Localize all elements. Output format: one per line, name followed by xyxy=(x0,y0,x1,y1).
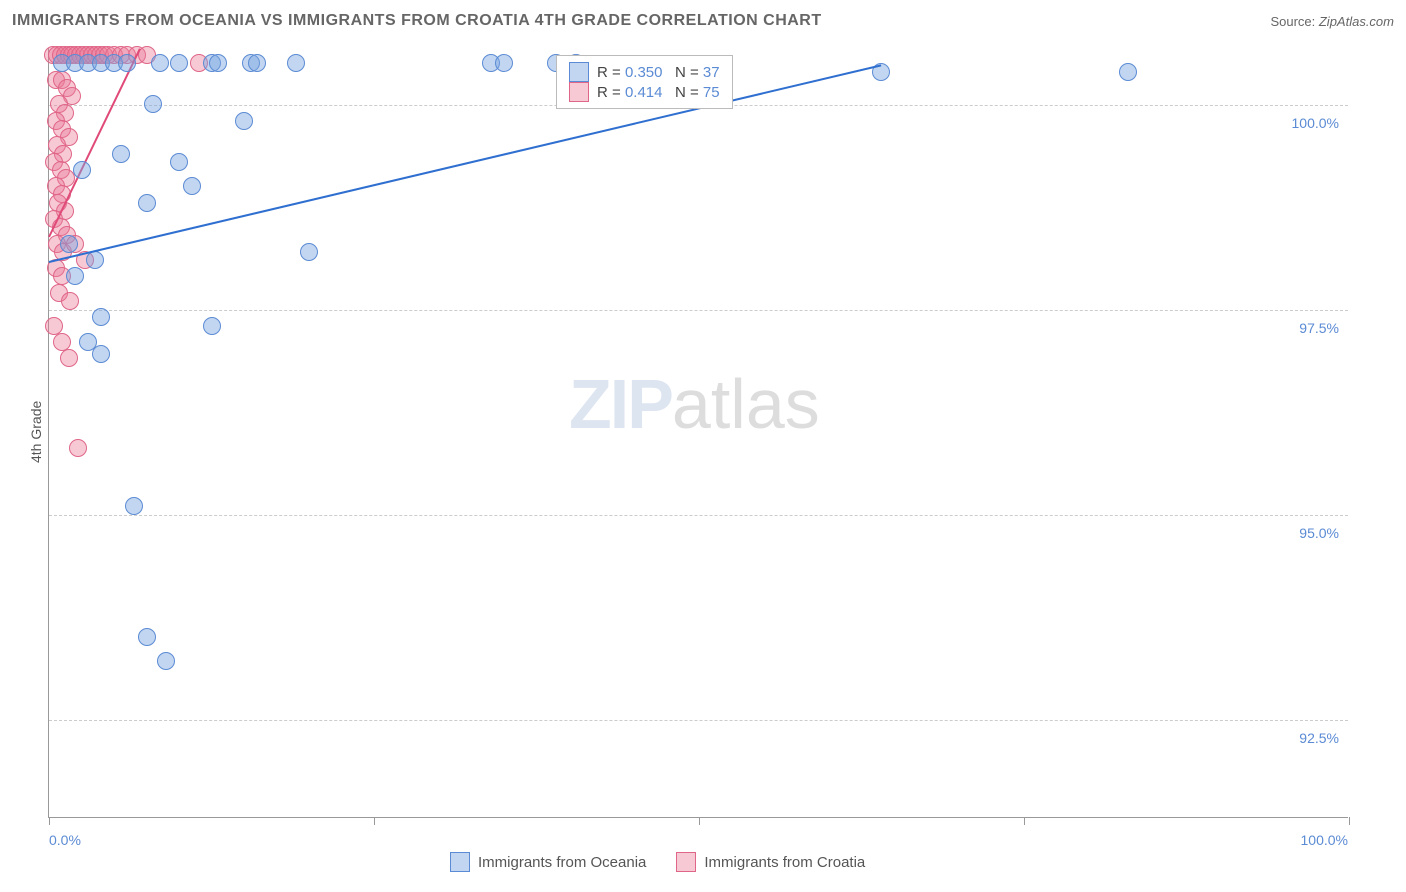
legend-swatch xyxy=(569,62,589,82)
x-tick xyxy=(374,817,375,825)
header-bar: IMMIGRANTS FROM OCEANIA VS IMMIGRANTS FR… xyxy=(12,12,1394,30)
legend-swatch xyxy=(569,82,589,102)
legend-item-croatia: Immigrants from Croatia xyxy=(676,852,865,872)
x-tick xyxy=(49,817,50,825)
source-attribution: Source: ZipAtlas.com xyxy=(1270,14,1394,29)
data-point-oceania xyxy=(1119,63,1137,81)
data-point-croatia xyxy=(69,439,87,457)
bottom-legend: Immigrants from Oceania Immigrants from … xyxy=(450,852,865,872)
x-tick xyxy=(1349,817,1350,825)
legend-row-croatia: R = 0.414 N = 75 xyxy=(569,82,720,102)
x-tick xyxy=(699,817,700,825)
data-point-oceania xyxy=(248,54,266,72)
data-point-oceania xyxy=(92,345,110,363)
y-tick-label: 100.0% xyxy=(1269,115,1339,131)
data-point-oceania xyxy=(151,54,169,72)
legend-stats: R = 0.414 N = 75 xyxy=(597,84,720,101)
data-point-oceania xyxy=(203,317,221,335)
source-link[interactable]: ZipAtlas.com xyxy=(1319,14,1394,29)
chart-title: IMMIGRANTS FROM OCEANIA VS IMMIGRANTS FR… xyxy=(12,12,822,30)
data-point-oceania xyxy=(170,153,188,171)
data-point-oceania xyxy=(287,54,305,72)
watermark: ZIPatlas xyxy=(569,364,820,444)
legend-stats: R = 0.350 N = 37 xyxy=(597,64,720,81)
data-point-oceania xyxy=(183,177,201,195)
data-point-croatia xyxy=(45,317,63,335)
scatter-plot: 100.0%97.5%95.0%92.5%0.0%100.0%ZIPatlasR… xyxy=(48,48,1348,818)
data-point-oceania xyxy=(138,194,156,212)
x-axis-min-label: 0.0% xyxy=(49,832,81,848)
data-point-oceania xyxy=(60,235,78,253)
data-point-oceania xyxy=(157,652,175,670)
data-point-oceania xyxy=(170,54,188,72)
gridline xyxy=(49,720,1348,721)
data-point-oceania xyxy=(495,54,513,72)
data-point-oceania xyxy=(300,243,318,261)
x-tick xyxy=(1024,817,1025,825)
data-point-oceania xyxy=(112,145,130,163)
legend-label-oceania: Immigrants from Oceania xyxy=(478,854,646,871)
y-tick-label: 97.5% xyxy=(1269,320,1339,336)
correlation-legend: R = 0.350 N = 37 R = 0.414 N = 75 xyxy=(556,55,733,109)
x-axis-max-label: 100.0% xyxy=(1301,832,1348,848)
data-point-oceania xyxy=(92,308,110,326)
legend-swatch-croatia xyxy=(676,852,696,872)
data-point-oceania xyxy=(209,54,227,72)
data-point-oceania xyxy=(235,112,253,130)
data-point-oceania xyxy=(66,267,84,285)
data-point-oceania xyxy=(144,95,162,113)
data-point-croatia xyxy=(60,349,78,367)
data-point-croatia xyxy=(61,292,79,310)
gridline xyxy=(49,310,1348,311)
y-axis-title: 4th Grade xyxy=(28,401,44,463)
legend-item-oceania: Immigrants from Oceania xyxy=(450,852,646,872)
data-point-oceania xyxy=(125,497,143,515)
data-point-oceania xyxy=(73,161,91,179)
data-point-oceania xyxy=(118,54,136,72)
data-point-oceania xyxy=(138,628,156,646)
y-tick-label: 92.5% xyxy=(1269,730,1339,746)
legend-label-croatia: Immigrants from Croatia xyxy=(704,854,865,871)
gridline xyxy=(49,515,1348,516)
legend-row-oceania: R = 0.350 N = 37 xyxy=(569,62,720,82)
data-point-croatia xyxy=(53,333,71,351)
source-prefix: Source: xyxy=(1270,14,1318,29)
legend-swatch-oceania xyxy=(450,852,470,872)
y-tick-label: 95.0% xyxy=(1269,525,1339,541)
